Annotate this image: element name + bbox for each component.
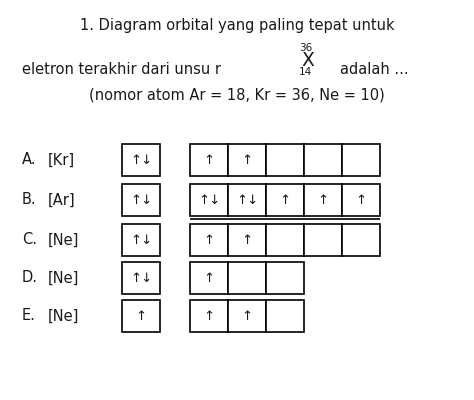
Text: ↑: ↑: [280, 194, 291, 206]
Text: ↑: ↑: [203, 234, 215, 246]
Text: 14: 14: [299, 67, 312, 77]
Text: [Ne]: [Ne]: [48, 308, 79, 324]
Text: E.: E.: [22, 308, 36, 324]
Bar: [228, 300, 266, 332]
Bar: [228, 184, 266, 216]
Bar: [190, 144, 228, 176]
Text: ↑: ↑: [136, 310, 146, 322]
Bar: [228, 144, 266, 176]
Text: ↑: ↑: [241, 310, 253, 322]
Bar: [190, 224, 228, 256]
Text: ↑: ↑: [203, 154, 215, 166]
Bar: [122, 262, 160, 294]
Text: ↑: ↑: [203, 310, 215, 322]
Text: [Ar]: [Ar]: [48, 192, 76, 208]
Text: [Kr]: [Kr]: [48, 152, 75, 168]
Text: ↑: ↑: [241, 234, 253, 246]
Bar: [190, 262, 228, 294]
Bar: [342, 224, 380, 256]
Text: ↑↓: ↑↓: [130, 234, 152, 246]
Bar: [228, 262, 266, 294]
Bar: [122, 144, 160, 176]
Text: A.: A.: [22, 152, 36, 168]
Bar: [266, 262, 304, 294]
Bar: [342, 144, 380, 176]
Text: (nomor atom Ar = 18, Kr = 36, Ne = 10): (nomor atom Ar = 18, Kr = 36, Ne = 10): [89, 88, 385, 103]
Bar: [122, 224, 160, 256]
Bar: [266, 184, 304, 216]
Bar: [266, 224, 304, 256]
Bar: [190, 184, 228, 216]
Bar: [342, 184, 380, 216]
Text: 1. Diagram orbital yang paling tepat untuk: 1. Diagram orbital yang paling tepat unt…: [80, 18, 394, 33]
Text: [Ne]: [Ne]: [48, 232, 79, 248]
Text: ↑: ↑: [203, 272, 215, 284]
Text: ↑: ↑: [241, 154, 253, 166]
Bar: [122, 300, 160, 332]
Text: ↑↓: ↑↓: [198, 194, 220, 206]
Text: X: X: [301, 50, 314, 70]
Bar: [266, 300, 304, 332]
Text: ↑↓: ↑↓: [130, 194, 152, 206]
Bar: [304, 184, 342, 216]
Bar: [228, 224, 266, 256]
Bar: [190, 300, 228, 332]
Text: ↑↓: ↑↓: [130, 154, 152, 166]
Text: ↑: ↑: [356, 194, 366, 206]
Text: ↑↓: ↑↓: [236, 194, 258, 206]
Text: ↑: ↑: [318, 194, 328, 206]
Bar: [122, 184, 160, 216]
Text: [Ne]: [Ne]: [48, 270, 79, 286]
Bar: [304, 224, 342, 256]
Text: eletron terakhir dari unsu r: eletron terakhir dari unsu r: [22, 62, 221, 78]
Bar: [266, 144, 304, 176]
Text: C.: C.: [22, 232, 37, 248]
Text: adalah ...: adalah ...: [340, 62, 409, 78]
Bar: [304, 144, 342, 176]
Text: B.: B.: [22, 192, 36, 208]
Text: ↑↓: ↑↓: [130, 272, 152, 284]
Text: 36: 36: [299, 43, 312, 53]
Text: D.: D.: [22, 270, 38, 286]
